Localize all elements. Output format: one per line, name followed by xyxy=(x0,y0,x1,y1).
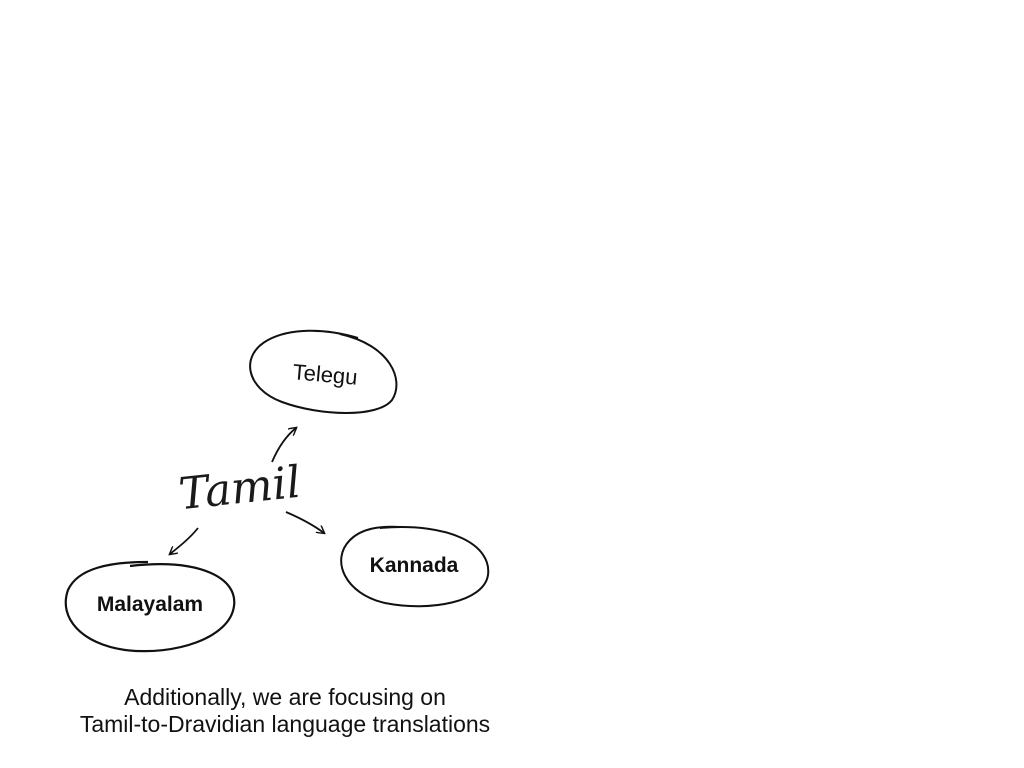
caption: Additionally, we are focusing on Tamil-t… xyxy=(40,684,530,738)
node-telegu-label: Telegu xyxy=(292,359,359,390)
node-malayalam-outline xyxy=(64,560,236,653)
node-kannada: Kannada xyxy=(340,525,490,608)
edge-tamil-to-telegu xyxy=(271,428,296,463)
node-malayalam-label: Malayalam xyxy=(97,593,203,616)
node-malayalam: Malayalam xyxy=(64,560,236,653)
caption-line-1: Additionally, we are focusing on xyxy=(124,684,446,710)
edge-tamil-to-malayalam xyxy=(170,527,199,554)
node-kannada-outline xyxy=(340,525,490,608)
node-telegu: Telegu xyxy=(249,329,398,414)
node-telegu-outline xyxy=(249,329,398,414)
edge-tamil-to-kannada xyxy=(285,511,324,533)
caption-line-2: Tamil-to-Dravidian language translations xyxy=(79,711,491,737)
root-label-tamil: Tamil xyxy=(176,457,303,520)
node-kannada-label: Kannada xyxy=(370,554,459,577)
